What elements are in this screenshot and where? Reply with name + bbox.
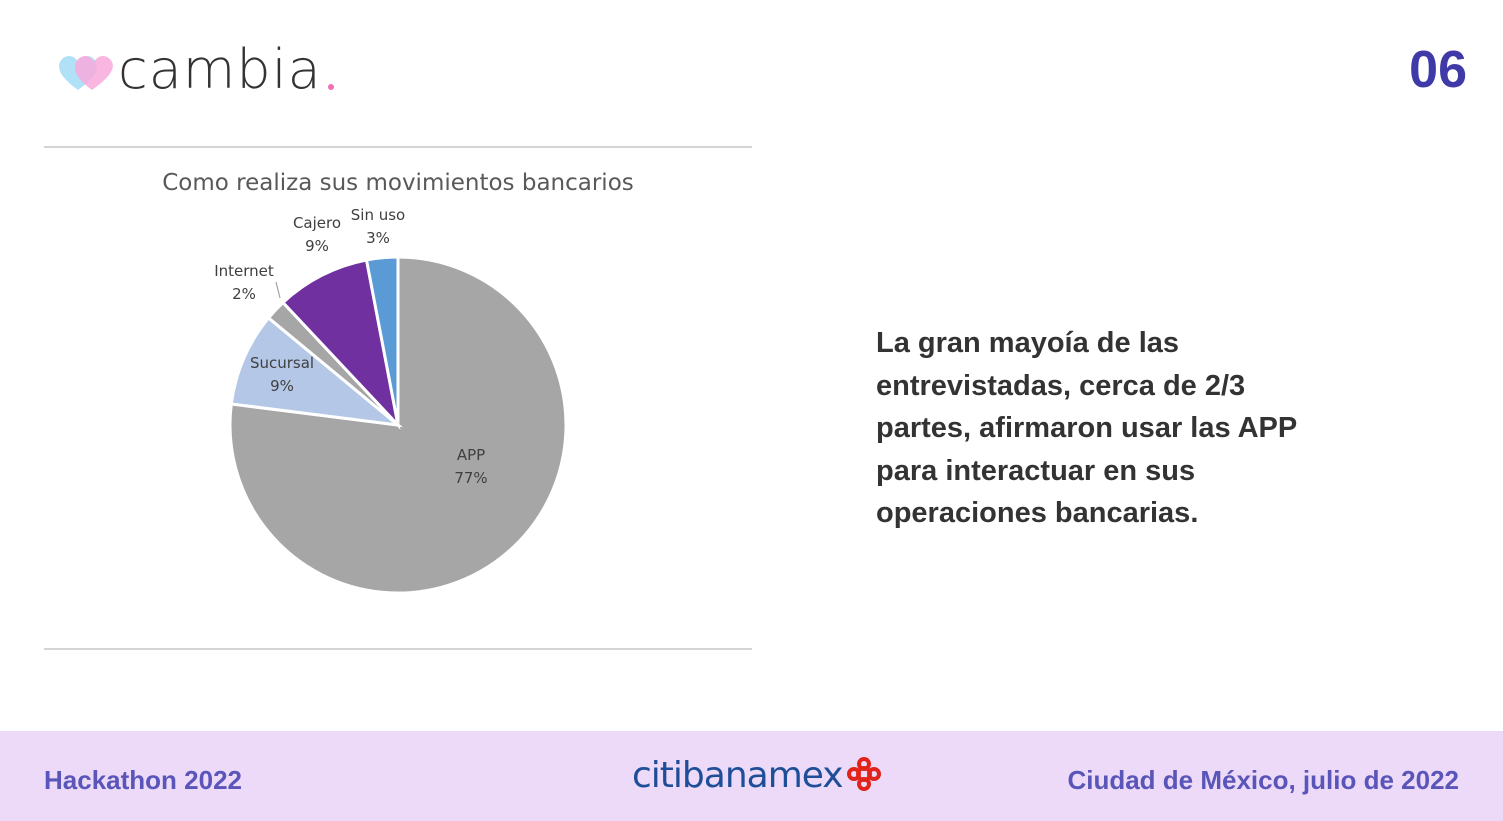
slice-label-sin-uso: Sin uso [351,206,405,224]
slice-pct-sucursal: 9% [270,377,294,395]
slice-label-app: APP [457,446,485,464]
chart-title: Como realiza sus movimientos bancarios [162,170,634,196]
pie-chart-canvas: APP 77% Sucursal 9% Internet 2% Cajero 9% Sin us… [214,206,568,595]
slice-pct-sin-uso: 3% [366,229,390,247]
slice-pct-cajero: 9% [305,237,329,255]
pie-slice-app [228,255,568,595]
slice-label-cajero: Cajero [293,214,341,232]
pie-chart: Como realiza sus movimientos bancarios A… [44,146,752,650]
event-name: Hackathon 2022 [44,765,242,795]
logo-wordmark: cambia [118,38,322,101]
slice-label-sucursal: Sucursal [250,354,314,372]
page-number: 06 [1409,41,1467,99]
pie-slice-sucursal [229,315,403,428]
internet-leader-line [275,281,281,299]
banamex-emblem-icon [847,757,882,791]
logo-dot [328,84,334,90]
hearts-logo-icon [58,56,113,90]
cambia-logo: cambia [56,40,356,100]
slice-pct-app: 77% [454,469,487,487]
brand-banamex: banamex [681,755,844,796]
citibanamex-logo: citibanamex [632,755,882,799]
pie-slice-cajero [280,258,401,430]
summary-text: La gran mayoía de las entrevistadas, cer… [876,327,1297,529]
slice-label-internet: Internet [214,262,274,280]
footer: Hackathon 2022 citibanamex Ciudad de Méx… [0,731,1503,821]
location-date: Ciudad de México, julio de 2022 [1067,765,1459,795]
slice-pct-internet: 2% [232,285,256,303]
pie-slice-sin-uso [364,255,400,426]
brand-citi: citi [632,755,683,796]
